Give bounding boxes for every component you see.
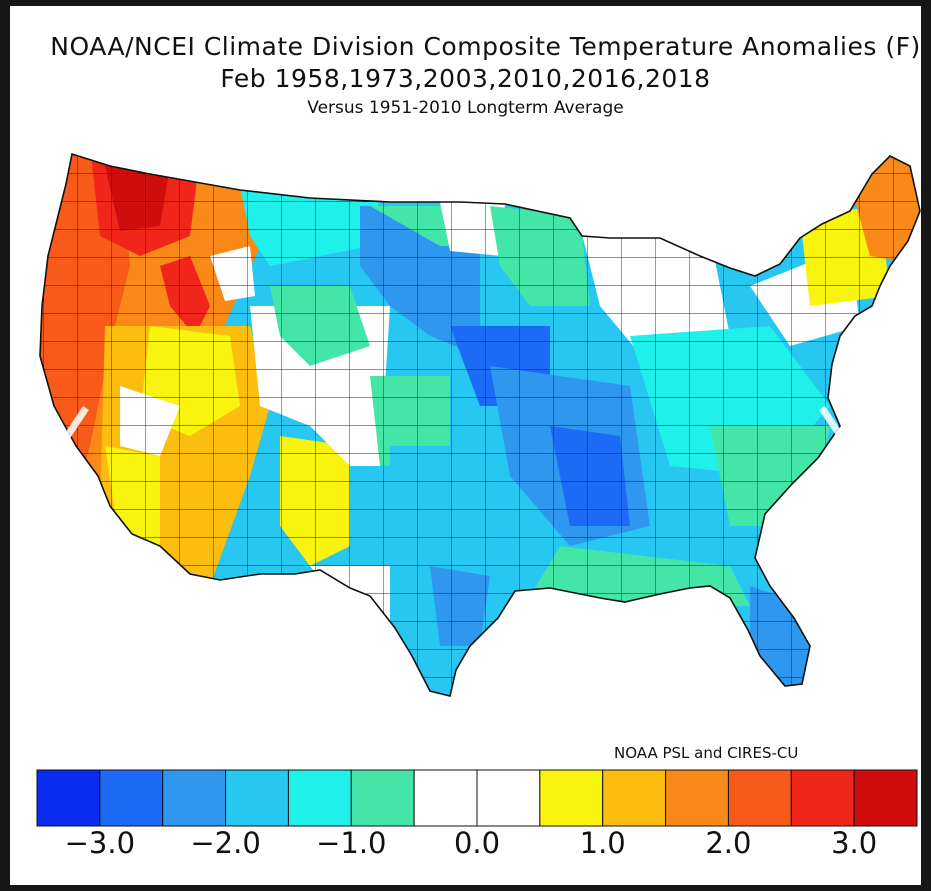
colorbar-cell [476,769,541,827]
chevron-right-icon [819,406,852,488]
next-slide-button[interactable] [816,402,856,492]
us-outline [39,152,921,697]
colorbar-cell [36,769,101,827]
colorbar-cell [413,769,478,827]
colorbar-tick-label: 2.0 [705,826,752,860]
colorbar-cell [790,769,855,827]
colorbar-cell [162,769,227,827]
colorbar-tick-label: 3.0 [831,826,878,860]
map-subtitle: Feb 1958,1973,2003,2010,2016,2018 [220,64,711,93]
colorbar-cell [225,769,289,827]
colorbar-cell [287,769,352,827]
colorbar-tick-label: 0.0 [453,826,501,860]
colorbar-cell [350,769,415,827]
map-credit: NOAA PSL and CIRES-CU [614,744,799,762]
colorbar-cell [727,769,792,827]
map-title: NOAA/NCEI Climate Division Composite Tem… [50,32,921,61]
colorbar-cell [99,769,164,827]
map-baseline-note: Versus 1951-2010 Longterm Average [307,98,624,118]
anomaly-regions [40,154,920,696]
colorbar-cell [665,769,729,827]
previous-slide-button[interactable] [52,402,92,492]
colorbar-cell [602,769,667,827]
colorbar-tick-label: −1.0 [316,826,387,860]
figure-panel: NOAA/NCEI Climate Division Composite Tem… [10,6,921,885]
colorbar [36,769,918,827]
colorbar-cell [853,769,918,827]
colorbar-tick-label: −3.0 [64,826,136,860]
us-climate-division-map [39,152,921,697]
chevron-left-icon [56,406,89,488]
colorbar-tick-label: 1.0 [579,826,626,860]
colorbar-cell [539,769,604,827]
colorbar-tick-label: −2.0 [190,826,261,860]
